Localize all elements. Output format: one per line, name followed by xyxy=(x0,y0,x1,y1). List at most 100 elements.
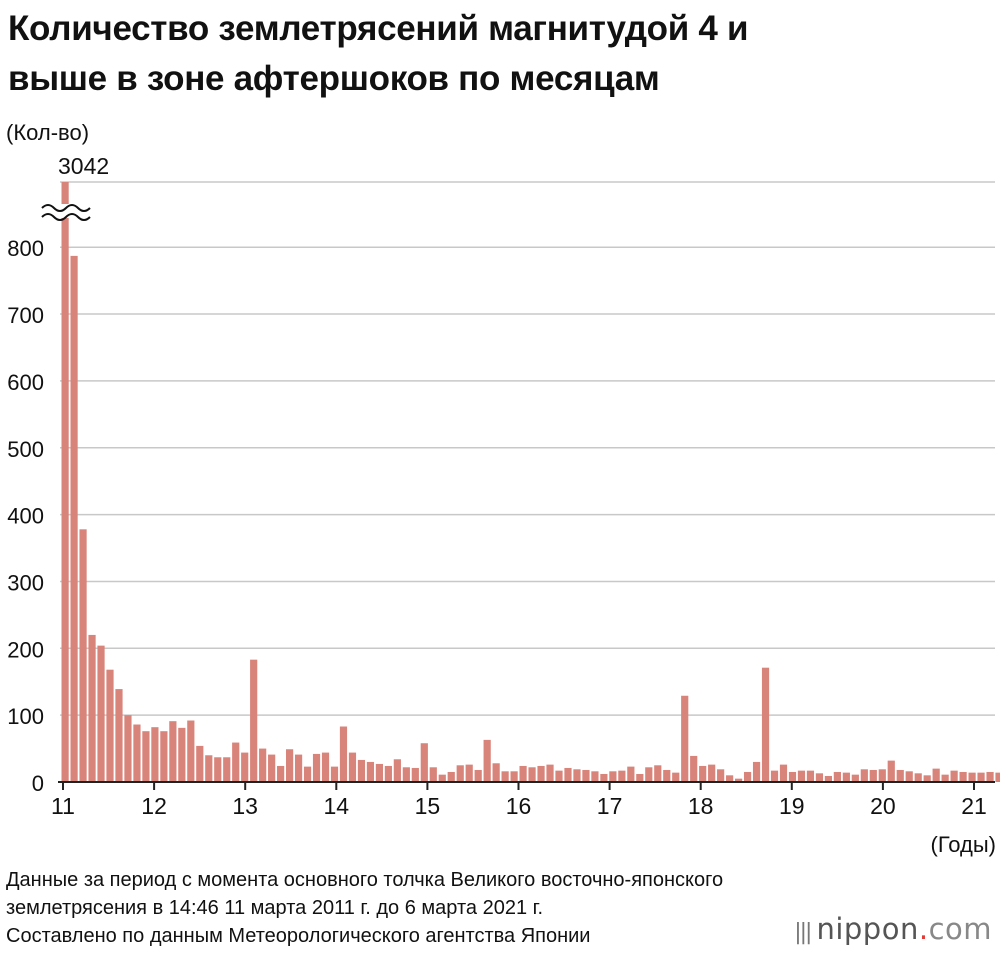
bar-26 xyxy=(294,754,303,782)
footnote-line-2: землетрясения в 14:46 11 марта 2011 г. д… xyxy=(6,897,544,919)
bar-78 xyxy=(761,667,770,782)
bar-86 xyxy=(833,771,841,782)
x-tick-label-15: 15 xyxy=(415,793,441,819)
bar-15 xyxy=(196,745,204,782)
bar-98 xyxy=(941,774,949,782)
x-tick-label-11: 11 xyxy=(51,793,75,819)
y-tick-label-700: 700 xyxy=(7,303,44,328)
bar-75 xyxy=(735,778,743,782)
bar-30 xyxy=(330,766,339,782)
bar-54 xyxy=(546,764,554,782)
y-tick-label-200: 200 xyxy=(7,637,44,662)
bar-59 xyxy=(591,771,599,782)
bar-19 xyxy=(232,742,240,782)
x-tick-label-17: 17 xyxy=(597,793,623,819)
bar-11 xyxy=(160,731,168,782)
footnote-line-1: Данные за период с момента основного тол… xyxy=(6,869,724,891)
bar-3 xyxy=(88,634,96,782)
bar-34 xyxy=(366,761,375,782)
bar-39 xyxy=(411,767,419,782)
bar-chart: 0 100 200 300 400 500 600 700 800 11 12 13 14 15 16 17 1… xyxy=(6,120,1000,857)
bar-44 xyxy=(456,765,464,782)
bar-49 xyxy=(501,771,509,782)
bar-102 xyxy=(977,772,985,782)
bar-48 xyxy=(492,763,500,782)
bar-74 xyxy=(726,775,734,782)
bar-0 xyxy=(61,182,69,782)
bar-95 xyxy=(914,773,922,782)
footnote: Данные за период с момента основного тол… xyxy=(6,866,723,950)
bar-73 xyxy=(717,769,725,782)
bar-85 xyxy=(824,775,832,782)
bar-53 xyxy=(537,765,545,782)
bar-61 xyxy=(609,771,617,782)
bar-10 xyxy=(151,727,159,782)
bar-64 xyxy=(636,773,644,782)
bar-33 xyxy=(357,759,366,782)
bar-92 xyxy=(887,760,895,782)
bar-69 xyxy=(681,695,689,782)
logo-name: nippon xyxy=(816,912,919,946)
bar-43 xyxy=(447,771,455,782)
bar-79 xyxy=(770,770,779,782)
bar-60 xyxy=(600,773,608,782)
y-tick-label-100: 100 xyxy=(7,704,44,729)
bar-12 xyxy=(169,721,177,782)
bar-17 xyxy=(214,757,222,782)
bar-66 xyxy=(654,765,662,782)
y-tick-label-500: 500 xyxy=(7,437,44,462)
bar-68 xyxy=(672,772,680,782)
bar-51 xyxy=(519,765,527,782)
bar-7 xyxy=(124,715,132,782)
bar-36 xyxy=(384,765,392,782)
nippon-logo: ||| nippon.com xyxy=(794,912,992,946)
x-tick-label-21: 21 xyxy=(961,793,987,819)
bar-89 xyxy=(860,769,868,782)
bar-37 xyxy=(393,759,401,782)
footnote-line-3: Составлено по данным Метеорологического … xyxy=(6,925,591,947)
bar-100 xyxy=(959,771,967,782)
bar-46 xyxy=(474,769,482,782)
bar-2 xyxy=(79,529,87,782)
bar-72 xyxy=(708,764,716,782)
bar-58 xyxy=(582,769,590,782)
bar-31 xyxy=(339,726,348,782)
bar-82 xyxy=(797,770,806,782)
bar-50 xyxy=(510,771,518,782)
bar-41 xyxy=(429,767,437,782)
axis-break-icon-lower xyxy=(41,213,91,221)
bar-77 xyxy=(752,761,761,782)
first-bar-value-label: 3042 xyxy=(58,153,109,179)
bar-5 xyxy=(106,669,114,782)
bar-91 xyxy=(878,769,886,782)
bar-25 xyxy=(286,749,294,782)
bar-65 xyxy=(645,767,653,782)
bar-38 xyxy=(402,767,410,782)
x-tick-label-18: 18 xyxy=(688,793,714,819)
bar-96 xyxy=(923,775,931,782)
bar-67 xyxy=(663,769,671,782)
chart-title-line-1: Количество землетрясений магнитудой 4 и xyxy=(8,9,749,48)
bar-22 xyxy=(259,748,267,782)
axis-break-icon xyxy=(41,204,91,212)
x-axis-title: (Годы) xyxy=(931,832,997,857)
bar-99 xyxy=(950,770,958,782)
x-tick-label-12: 12 xyxy=(141,793,167,819)
bar-4 xyxy=(97,645,105,782)
bar-6 xyxy=(115,689,123,782)
bar-28 xyxy=(312,753,321,782)
bar-88 xyxy=(851,774,859,782)
bar-90 xyxy=(869,769,877,782)
bar-93 xyxy=(896,769,904,782)
bar-32 xyxy=(348,752,357,782)
bar-97 xyxy=(932,768,940,782)
bar-81 xyxy=(788,771,797,782)
chart-title: Количество землетрясений магнитудой 4 и … xyxy=(8,4,993,104)
bar-8 xyxy=(133,724,141,782)
bar-84 xyxy=(815,773,824,782)
bar-87 xyxy=(842,772,850,782)
x-tick-label-13: 13 xyxy=(232,793,258,819)
bar-63 xyxy=(627,766,635,782)
bar-20 xyxy=(241,752,249,782)
bar-18 xyxy=(223,757,231,782)
